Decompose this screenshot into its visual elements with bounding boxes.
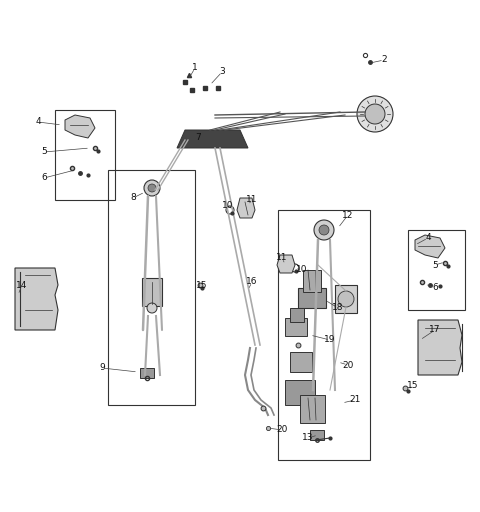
Text: 5: 5 xyxy=(41,147,47,157)
Text: 21: 21 xyxy=(349,395,360,404)
Text: 8: 8 xyxy=(130,194,136,203)
Circle shape xyxy=(365,104,385,124)
Bar xyxy=(408,230,465,310)
Bar xyxy=(142,278,162,306)
Text: 20: 20 xyxy=(342,360,354,370)
Text: 20: 20 xyxy=(276,425,288,435)
Text: 10: 10 xyxy=(222,201,234,209)
Polygon shape xyxy=(277,255,295,273)
Bar xyxy=(310,430,324,440)
Text: 14: 14 xyxy=(16,281,28,289)
Polygon shape xyxy=(415,235,445,258)
Bar xyxy=(55,110,115,200)
Bar xyxy=(290,352,312,372)
Bar xyxy=(278,210,370,460)
Text: 16: 16 xyxy=(246,278,258,287)
Text: 10: 10 xyxy=(296,266,308,274)
Text: 7: 7 xyxy=(195,134,201,142)
Bar xyxy=(298,288,326,308)
Polygon shape xyxy=(15,268,58,330)
Text: 13: 13 xyxy=(302,434,314,442)
Text: 18: 18 xyxy=(332,304,344,312)
Bar xyxy=(290,308,304,322)
Circle shape xyxy=(319,225,329,235)
Polygon shape xyxy=(237,198,255,218)
Text: 11: 11 xyxy=(276,253,288,263)
Text: 6: 6 xyxy=(432,284,438,292)
Bar xyxy=(285,318,307,336)
Text: 15: 15 xyxy=(407,380,419,390)
Circle shape xyxy=(314,220,334,240)
Text: 19: 19 xyxy=(324,335,336,345)
Text: 1: 1 xyxy=(192,63,198,73)
Circle shape xyxy=(147,303,157,313)
Text: 9: 9 xyxy=(99,364,105,373)
Text: 15: 15 xyxy=(196,281,208,289)
Polygon shape xyxy=(418,320,462,375)
Bar xyxy=(303,270,321,292)
Circle shape xyxy=(148,184,156,192)
Bar xyxy=(108,170,195,405)
Text: 4: 4 xyxy=(35,117,41,126)
Text: 4: 4 xyxy=(425,233,431,243)
Circle shape xyxy=(338,291,354,307)
Text: 5: 5 xyxy=(432,261,438,269)
Polygon shape xyxy=(177,130,248,148)
Bar xyxy=(140,368,154,378)
Circle shape xyxy=(357,96,393,132)
Text: 11: 11 xyxy=(246,196,258,204)
Circle shape xyxy=(144,180,160,196)
Polygon shape xyxy=(65,115,95,138)
Text: 2: 2 xyxy=(381,55,387,65)
Text: 12: 12 xyxy=(342,210,354,220)
Bar xyxy=(335,285,357,313)
Text: 17: 17 xyxy=(429,326,441,334)
Bar xyxy=(285,380,315,405)
Bar xyxy=(300,395,325,423)
Text: 6: 6 xyxy=(41,174,47,182)
Text: 3: 3 xyxy=(219,68,225,76)
